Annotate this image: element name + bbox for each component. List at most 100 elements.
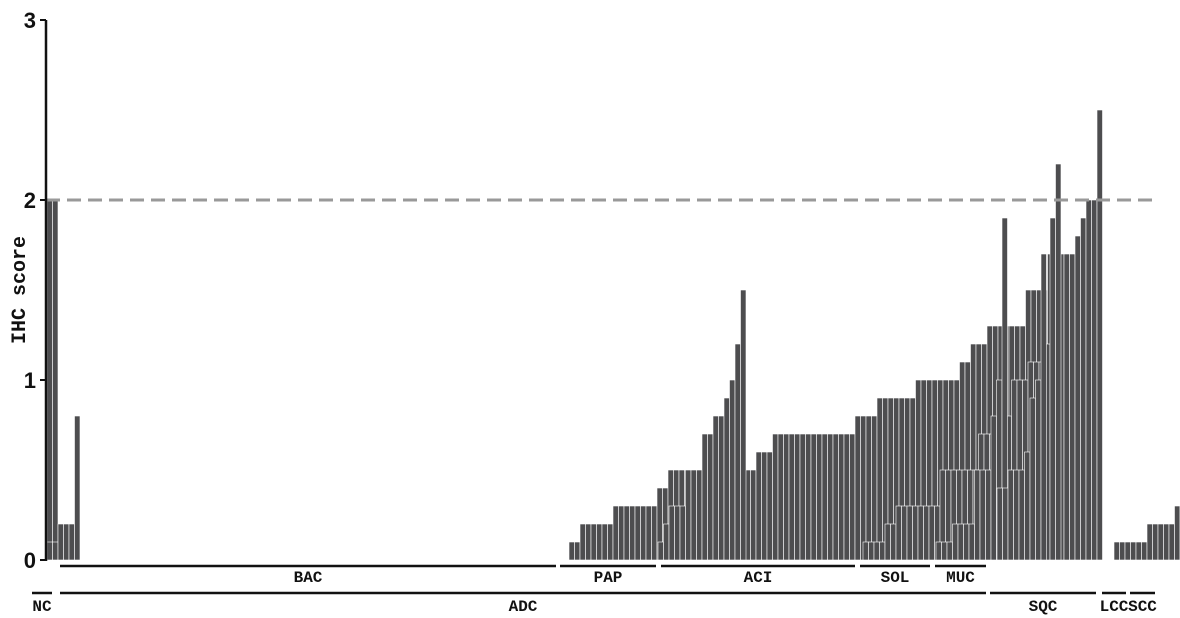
bar-bac-56 bbox=[871, 415, 878, 561]
bar-bac-15 bbox=[645, 505, 652, 561]
bar-bac-8 bbox=[607, 523, 614, 561]
bar-aci-13 bbox=[928, 505, 935, 561]
y-ticks: 0 1 2 3 bbox=[24, 8, 46, 573]
bar-pap-12 bbox=[718, 415, 725, 561]
bar-bac-94 bbox=[1080, 217, 1087, 561]
bar-nc-2 bbox=[52, 199, 59, 561]
group-brackets: BAC PAP ACI SOL MUC NC ADC SQC LCC SCC bbox=[32, 564, 1157, 616]
bar-bac-3 bbox=[579, 523, 586, 561]
bar-bac-44 bbox=[805, 433, 812, 561]
y-tick-label-1: 1 bbox=[24, 368, 36, 393]
bar-lcc-2 bbox=[52, 541, 59, 561]
bar-aci-6 bbox=[890, 523, 897, 561]
bars-layer bbox=[46, 109, 1180, 561]
bar-bac-34 bbox=[750, 469, 757, 561]
bar-lcc-3 bbox=[57, 523, 64, 561]
bar-bac-54 bbox=[860, 415, 867, 561]
bar-bac-55 bbox=[865, 415, 872, 561]
bar-bac-96 bbox=[1091, 199, 1098, 561]
bar-pap-7 bbox=[690, 469, 697, 561]
bar-pap-2 bbox=[663, 523, 670, 561]
bar-bac-5 bbox=[590, 523, 597, 561]
bar-sqc-8 bbox=[1152, 523, 1159, 561]
bar-bac-47 bbox=[821, 433, 828, 561]
bar-aci-9 bbox=[906, 505, 913, 561]
bar-pap-9 bbox=[701, 433, 708, 561]
bar-lcc-5 bbox=[68, 523, 75, 561]
bar-bac-48 bbox=[827, 433, 834, 561]
bar-sqc-2 bbox=[1119, 541, 1126, 561]
bar-sqc-12 bbox=[1174, 505, 1180, 561]
bar-sol-2 bbox=[941, 541, 948, 561]
bar-bac-38 bbox=[772, 433, 779, 561]
bar-sqc-5 bbox=[1135, 541, 1142, 561]
bar-bac-39 bbox=[777, 433, 784, 561]
bar-sol-9 bbox=[979, 469, 986, 561]
bar-sqc-9 bbox=[1157, 523, 1164, 561]
bar-bac-16 bbox=[651, 505, 658, 561]
bar-muc-6 bbox=[1024, 451, 1031, 561]
bar-bac-12 bbox=[629, 505, 636, 561]
bar-aci-5 bbox=[884, 523, 891, 561]
bar-bac-9 bbox=[612, 505, 619, 561]
bar-sqc-1 bbox=[1113, 541, 1120, 561]
bar-muc-5 bbox=[1018, 469, 1025, 561]
group-label-sqc: SQC bbox=[1029, 598, 1058, 616]
bar-aci-12 bbox=[923, 505, 930, 561]
bar-sol-11 bbox=[990, 415, 997, 561]
group-label-pap: PAP bbox=[594, 569, 623, 587]
bar-bac-2 bbox=[574, 541, 581, 561]
y-tick-label-3: 3 bbox=[24, 8, 36, 33]
bar-bac-93 bbox=[1074, 235, 1081, 561]
bar-pap-10 bbox=[707, 433, 714, 561]
bar-bac-50 bbox=[838, 433, 845, 561]
y-tick-label-2: 2 bbox=[24, 188, 36, 213]
group-label-nc: NC bbox=[32, 598, 52, 616]
bar-muc-1 bbox=[996, 487, 1003, 561]
bar-sol-5 bbox=[957, 523, 964, 561]
bar-pap-14 bbox=[729, 379, 736, 561]
bar-pap-13 bbox=[723, 397, 730, 561]
bar-muc-7 bbox=[1029, 397, 1036, 561]
bar-pap-3 bbox=[668, 505, 675, 561]
bar-pap-5 bbox=[679, 505, 686, 561]
y-axis-title: IHC score bbox=[9, 236, 32, 344]
bar-bac-42 bbox=[794, 433, 801, 561]
group-label-adc: ADC bbox=[509, 598, 538, 616]
bar-bac-37 bbox=[766, 451, 773, 561]
bar-sol-3 bbox=[946, 541, 953, 561]
bar-bac-14 bbox=[640, 505, 647, 561]
bar-aci-36 bbox=[1055, 163, 1062, 561]
bar-bac-40 bbox=[783, 433, 790, 561]
bar-bac-13 bbox=[634, 505, 641, 561]
bar-lcc-4 bbox=[63, 523, 70, 561]
bar-bac-92 bbox=[1069, 253, 1076, 561]
bar-pap-4 bbox=[674, 505, 681, 561]
bar-aci-1 bbox=[862, 541, 869, 561]
bar-aci-4 bbox=[879, 541, 886, 561]
y-tick-label-0: 0 bbox=[24, 548, 36, 573]
bar-aci-2 bbox=[868, 541, 875, 561]
bar-aci-7 bbox=[895, 505, 902, 561]
bar-bac-6 bbox=[596, 523, 603, 561]
bar-lcc-1 bbox=[46, 541, 53, 561]
bar-bac-1 bbox=[568, 541, 575, 561]
bar-pap-6 bbox=[685, 469, 692, 561]
bar-sqc-7 bbox=[1146, 523, 1153, 561]
bar-bac-45 bbox=[810, 433, 817, 561]
bar-muc-2 bbox=[1002, 487, 1009, 561]
group-label-lcc: LCC bbox=[1100, 598, 1129, 616]
bar-sqc-6 bbox=[1141, 541, 1148, 561]
bar-bac-41 bbox=[788, 433, 795, 561]
bar-aci-10 bbox=[912, 505, 919, 561]
bar-nc-1 bbox=[46, 199, 53, 561]
bar-sol-10 bbox=[985, 469, 992, 561]
bar-bac-43 bbox=[799, 433, 806, 561]
bar-pap-15 bbox=[734, 343, 741, 561]
bar-sol-8 bbox=[974, 469, 981, 561]
bar-bac-49 bbox=[832, 433, 839, 561]
bar-bac-91 bbox=[1063, 253, 1070, 561]
bar-aci-3 bbox=[873, 541, 880, 561]
bar-bac-35 bbox=[755, 451, 762, 561]
